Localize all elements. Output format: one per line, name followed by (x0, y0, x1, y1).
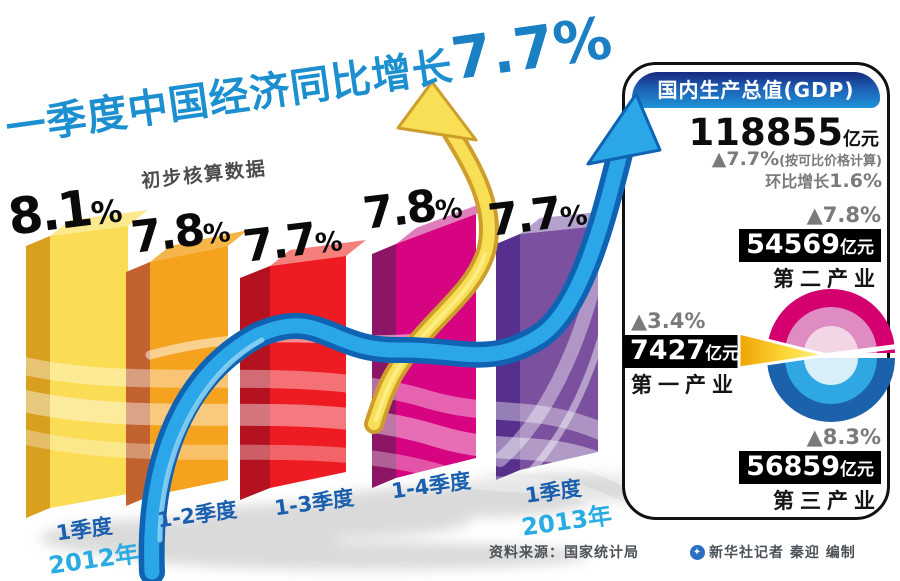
gdp-yoy-note: (按可比价格计算) (779, 154, 882, 169)
gdp-total: 118855亿元 (689, 111, 879, 154)
percent-sign: % (89, 193, 125, 233)
tertiary-name: 第三产业 (773, 489, 881, 513)
gdp-yoy-value: ▲7.7% (711, 148, 780, 170)
secondary-unit: 亿元 (840, 238, 874, 258)
secondary-name: 第二产业 (773, 267, 881, 291)
gdp-panel-header: 国内生产总值(GDP) (632, 72, 880, 108)
secondary-value: 54569 (746, 229, 840, 260)
xinhua-logo-icon: ✦ (690, 544, 705, 560)
gdp-composition-pie-chart (737, 289, 900, 422)
axis-label-q1-2013: 1季度 2013年 (520, 469, 614, 541)
data-source: 资料来源：国家统计局 (489, 545, 639, 561)
primary-value: 7427 (630, 335, 706, 366)
tertiary-growth: ▲8.3% (806, 425, 881, 449)
gdp-yoy-line: ▲7.7%(按可比价格计算) (712, 148, 882, 170)
bar-value: 7.7 (240, 213, 318, 273)
percent-sign: % (433, 193, 465, 228)
gdp-qoq-value: 1.6% (829, 170, 882, 192)
bar-q1-2012 (26, 210, 148, 518)
tertiary-value-box: 56859亿元 (739, 451, 881, 484)
percent-sign: % (558, 200, 590, 235)
primary-value-box: 7427亿元 (623, 335, 747, 368)
tertiary-unit: 亿元 (840, 460, 874, 480)
bar-value: 7.7 (485, 187, 563, 247)
secondary-value-box: 54569亿元 (739, 229, 881, 262)
percent-sign: % (313, 226, 345, 261)
secondary-growth: ▲7.8% (806, 203, 881, 227)
pie-bottom-half-tertiary (767, 358, 895, 422)
bar-value: 7.8 (360, 180, 438, 240)
gdp-qoq-line: 环比增长1.6% (765, 168, 882, 192)
bar-q1-2 (126, 230, 248, 506)
gdp-total-value: 118855 (688, 111, 843, 154)
primary-growth: ▲3.4% (631, 309, 706, 333)
gdp-total-unit: 亿元 (843, 129, 879, 150)
primary-name: 第一产业 (631, 373, 739, 397)
credit-text: 新华社记者 秦迎 编制 (709, 545, 856, 561)
primary-unit: 亿元 (705, 344, 740, 364)
percent-sign: % (201, 217, 233, 252)
gdp-qoq-label: 环比增长 (765, 172, 830, 191)
gdp-panel: 国内生产总值(GDP) 118855亿元 ▲7.7%(按可比价格计算) 环比增长… (622, 62, 900, 520)
pie-primary-wedge (737, 331, 828, 370)
sector-secondary-industry: ▲7.8% 54569亿元 第二产业 (739, 203, 881, 293)
bar-value: 8.1 (4, 179, 94, 247)
sector-tertiary-industry: ▲8.3% 56859亿元 第三产业 (739, 425, 881, 515)
sector-primary-industry: ▲3.4% 7427亿元 第一产业 (623, 309, 747, 399)
bar-value: 7.8 (128, 204, 206, 264)
tertiary-value: 56859 (746, 451, 840, 482)
axis-label-q1-2012: 1季度 2012年 (47, 507, 141, 580)
credit-line: ✦ 新华社记者 秦迎 编制 (690, 542, 856, 562)
pie-slit (822, 343, 900, 359)
pie-top-half-secondary (767, 289, 895, 353)
